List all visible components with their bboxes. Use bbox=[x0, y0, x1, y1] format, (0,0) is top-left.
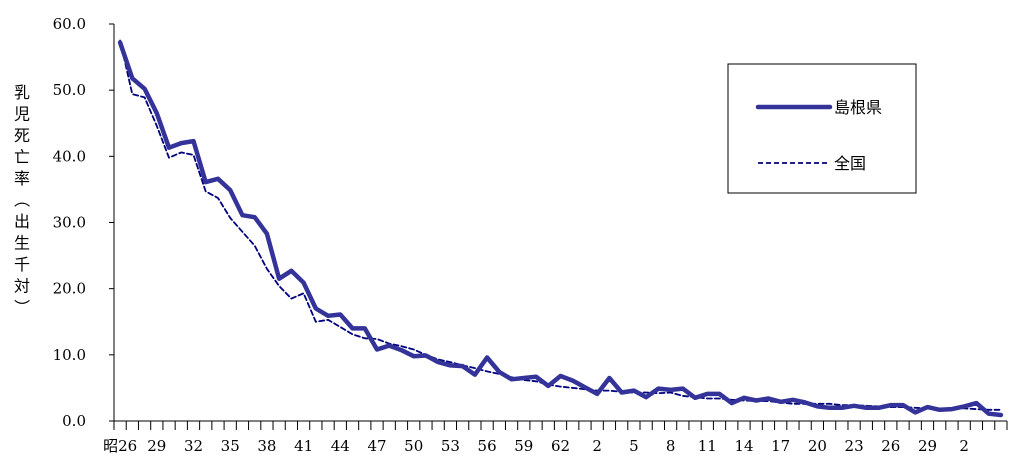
series-line-shimane bbox=[117, 40, 1004, 418]
legend: 島根県 全国 bbox=[727, 63, 917, 194]
y-label-char: 児 bbox=[14, 105, 30, 124]
x-tick-label: 5 bbox=[629, 437, 639, 455]
x-tick-label: 32 bbox=[184, 437, 203, 455]
y-label-char: 死 bbox=[14, 126, 30, 145]
legend-label-national: 全国 bbox=[834, 154, 866, 173]
x-tick-label: 44 bbox=[331, 437, 350, 455]
x-tick-label: 26 bbox=[881, 437, 900, 455]
x-tick-label: 35 bbox=[221, 437, 240, 455]
x-tick-label: 14 bbox=[734, 437, 753, 455]
x-tick-label: 47 bbox=[367, 437, 386, 455]
x-tick-label: 41 bbox=[294, 437, 313, 455]
y-label-char: （ bbox=[12, 191, 31, 207]
y-label-char: 率 bbox=[14, 169, 30, 188]
x-tick-label: 23 bbox=[845, 437, 864, 455]
y-tick-label: 10.0 bbox=[53, 346, 86, 364]
x-tick-label: 38 bbox=[257, 437, 276, 455]
x-tick-label: 11 bbox=[698, 437, 717, 455]
legend-label-shimane: 島根県 bbox=[834, 98, 882, 117]
x-tick-label: 2 bbox=[592, 437, 602, 455]
x-tick-label: 8 bbox=[666, 437, 676, 455]
y-label-char: 出 bbox=[14, 212, 30, 231]
x-tick-label: 56 bbox=[478, 437, 497, 455]
x-tick-label: 17 bbox=[771, 437, 790, 455]
series-lines bbox=[117, 39, 1004, 418]
x-tick-label: 62 bbox=[551, 437, 570, 455]
axes: 0.0 10.0 20.0 30.0 40.0 50.0 60.0 昭26 29 32 35 38 41… bbox=[53, 15, 1008, 455]
y-label-char: 乳 bbox=[14, 83, 30, 102]
y-label-char: 生 bbox=[14, 234, 30, 253]
y-tick-label: 50.0 bbox=[53, 81, 86, 99]
x-tick-label: 53 bbox=[441, 437, 460, 455]
y-label-char: ） bbox=[12, 299, 31, 315]
y-tick-label: 20.0 bbox=[53, 280, 86, 298]
x-tick-label: 29 bbox=[147, 437, 166, 455]
x-tick-label: 2 bbox=[959, 437, 969, 455]
y-tick-label: 0.0 bbox=[62, 412, 86, 430]
x-tick-label: 昭26 bbox=[103, 437, 137, 455]
y-tick-label: 60.0 bbox=[53, 15, 86, 33]
y-tick-label: 40.0 bbox=[53, 147, 86, 165]
y-label-char: 千 bbox=[14, 255, 30, 274]
y-label-char: 亡 bbox=[14, 148, 30, 167]
legend-box bbox=[727, 63, 917, 194]
y-label-char: 対 bbox=[14, 277, 30, 296]
x-tick-label: 20 bbox=[808, 437, 827, 455]
y-tick-label: 30.0 bbox=[53, 214, 86, 232]
x-tick-label: 59 bbox=[514, 437, 533, 455]
x-tick-label: 29 bbox=[918, 437, 937, 455]
x-tick-label: 50 bbox=[404, 437, 423, 455]
